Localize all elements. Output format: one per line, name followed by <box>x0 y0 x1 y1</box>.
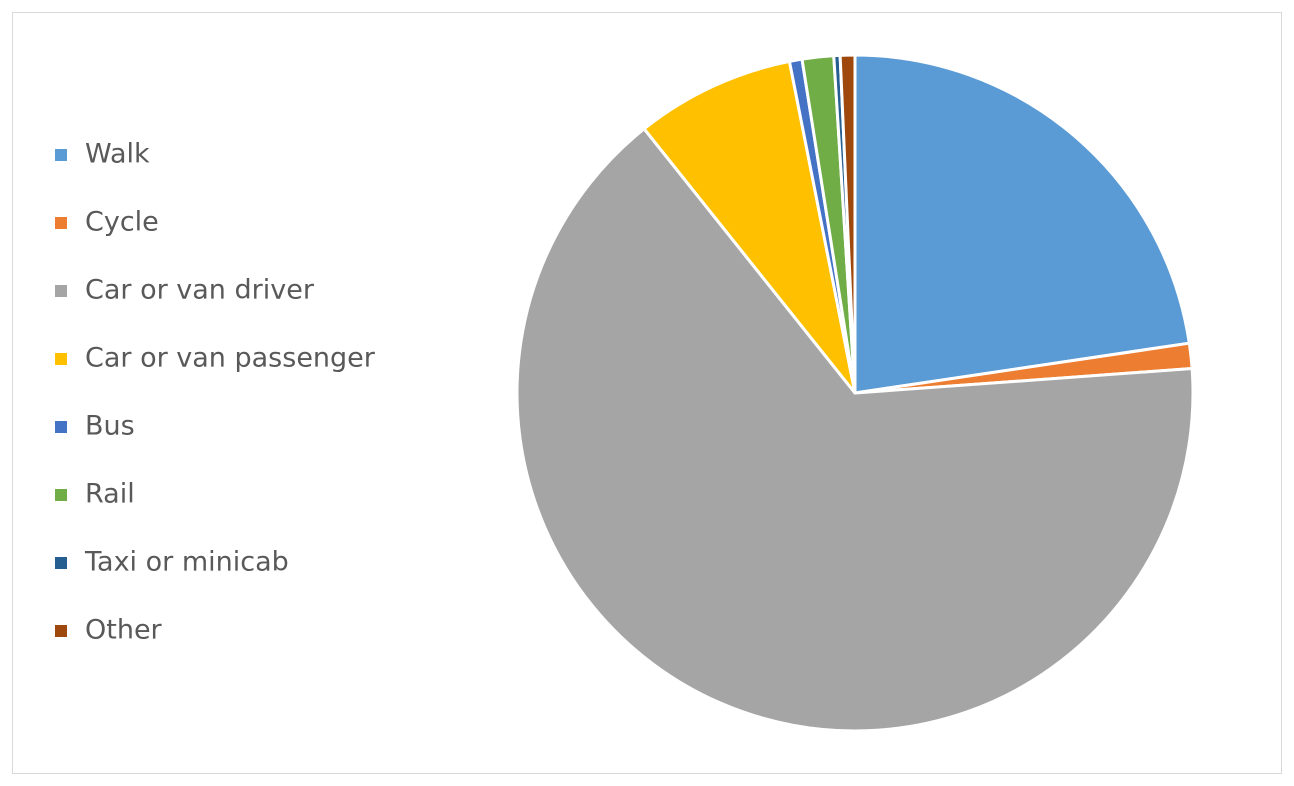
legend-label: Car or van driver <box>85 275 315 306</box>
legend: Walk Cycle Car or van driver Car or van pas… <box>55 139 376 646</box>
legend-label: Taxi or minicab <box>84 547 289 578</box>
legend-swatch <box>55 489 67 501</box>
pie <box>515 53 1195 733</box>
legend-label: Walk <box>85 139 150 170</box>
pie-slice <box>838 53 857 395</box>
pie-slice <box>515 127 1195 733</box>
legend-label: Bus <box>85 411 135 442</box>
legend-label: Car or van passenger <box>85 343 376 374</box>
legend-swatch <box>55 149 67 161</box>
legend-label: Cycle <box>85 207 159 238</box>
legend-label: Other <box>85 615 163 646</box>
pie-slice <box>642 59 857 395</box>
legend-swatch <box>55 353 67 365</box>
legend-label: Rail <box>85 479 135 510</box>
legend-swatch <box>55 285 67 297</box>
legend-swatch <box>55 217 67 229</box>
legend-swatch <box>55 625 67 637</box>
pie-slice <box>853 53 1191 395</box>
legend-swatch <box>55 557 67 569</box>
legend-swatch <box>55 421 67 433</box>
